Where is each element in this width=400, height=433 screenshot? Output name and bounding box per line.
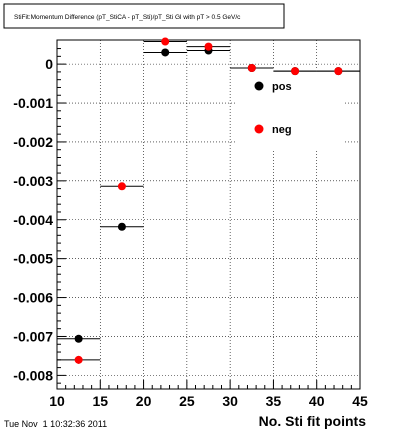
legend-marker-pos [254, 81, 264, 91]
timestamp: Tue Nov 1 10:32:36 2011 [4, 419, 107, 429]
data-point-neg [117, 182, 126, 191]
data-point-neg [291, 67, 300, 76]
x-tick-label: 15 [92, 393, 108, 409]
data-point-pos [117, 222, 126, 231]
chart-title: StiFit:Momentum Difference (pT_StiCA - p… [14, 14, 241, 21]
x-tick-label: 20 [136, 393, 152, 409]
x-tick-label: 45 [352, 393, 368, 409]
y-tick-label: -0.004 [13, 212, 53, 228]
y-tick-label: -0.008 [13, 367, 53, 383]
x-tick-label: 25 [179, 393, 195, 409]
data-point-neg [161, 37, 170, 46]
y-tick-label: -0.002 [13, 134, 53, 150]
x-tick-label: 10 [49, 393, 65, 409]
title-box [3, 3, 285, 29]
tick-labels: 10 15 20 25 30 35 40 45 0 -0.001 -0.002 -0.003 -0.00… [13, 56, 368, 409]
legend: pos neg [236, 69, 343, 149]
legend-label-neg: neg [272, 124, 292, 136]
legend-label-pos: pos [272, 81, 292, 93]
axis-ticks [56, 48, 361, 389]
legend-box [236, 69, 343, 149]
data-point-neg [334, 67, 343, 76]
data-point-neg [247, 64, 256, 73]
data-point-neg [204, 42, 213, 51]
y-tick-label: -0.005 [13, 251, 53, 267]
data-point-neg [74, 355, 83, 364]
y-tick-label: -0.007 [13, 328, 53, 344]
data-points [57, 37, 360, 364]
x-tick-label: 35 [266, 393, 282, 409]
data-point-pos [161, 48, 170, 57]
x-tick-label: 40 [309, 393, 325, 409]
x-axis-title: No. Sti fit points [259, 413, 367, 429]
y-tick-label: -0.003 [13, 173, 53, 189]
y-tick-label: -0.006 [13, 290, 53, 306]
x-tick-label: 30 [222, 393, 238, 409]
y-tick-label: -0.001 [13, 95, 53, 111]
y-tick-label: 0 [45, 56, 53, 72]
data-point-pos [74, 334, 83, 343]
legend-marker-neg [254, 124, 264, 134]
